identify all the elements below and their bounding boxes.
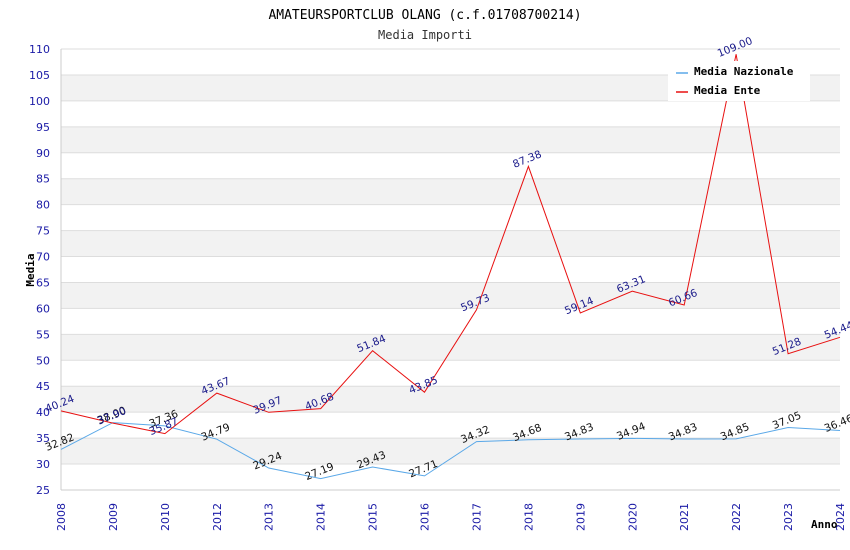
x-tick-label: 2016 bbox=[419, 503, 432, 531]
grid-band bbox=[61, 282, 840, 309]
y-axis-label: Media bbox=[24, 253, 37, 286]
y-tick-label: 50 bbox=[36, 354, 50, 367]
x-tick-labels: 2008 2009 2010 2012 2013 2014 2015 2016 2017 2018… bbox=[55, 503, 847, 531]
legend-label-ente: Media Ente bbox=[694, 84, 761, 97]
x-axis-label: Anno bbox=[811, 518, 838, 531]
x-tick-label: 2013 bbox=[263, 503, 276, 531]
chart-title: AMATEURSPORTCLUB OLANG (c.f.01708700214) bbox=[268, 8, 581, 23]
grid-band bbox=[61, 386, 840, 413]
x-tick-label: 2019 bbox=[574, 503, 587, 531]
series-lines bbox=[60, 54, 841, 480]
x-tick-label: 2009 bbox=[107, 503, 120, 531]
x-tick-label: 2014 bbox=[315, 503, 328, 531]
y-tick-label: 60 bbox=[36, 302, 50, 315]
x-tick-label: 2017 bbox=[470, 503, 483, 531]
y-tick-label: 30 bbox=[36, 458, 50, 471]
grid-band bbox=[61, 334, 840, 361]
x-tick-label: 2024 bbox=[834, 503, 847, 531]
grid-band bbox=[61, 438, 840, 465]
series-line-nazionale bbox=[60, 422, 841, 480]
x-tick-label: 2008 bbox=[55, 503, 68, 531]
y-tick-label: 95 bbox=[36, 121, 50, 134]
y-tick-label: 110 bbox=[29, 43, 50, 56]
y-tick-label: 80 bbox=[36, 199, 50, 212]
chart-subtitle: Media Importi bbox=[378, 28, 472, 42]
grid-band bbox=[61, 230, 840, 257]
y-tick-label: 85 bbox=[36, 173, 50, 186]
legend: Media Nazionale Media Ente bbox=[668, 61, 810, 101]
y-tick-label: 105 bbox=[29, 69, 50, 82]
y-tick-label: 55 bbox=[36, 328, 50, 341]
x-tick-label: 2018 bbox=[522, 503, 535, 531]
y-tick-label: 35 bbox=[36, 432, 50, 445]
legend-box bbox=[668, 61, 810, 101]
y-tick-label: 25 bbox=[36, 484, 50, 497]
y-tick-label: 45 bbox=[36, 380, 50, 393]
x-tick-label: 2012 bbox=[211, 503, 224, 531]
x-tick-label: 2020 bbox=[626, 503, 639, 531]
y-tick-label: 65 bbox=[36, 276, 50, 289]
legend-label-nazionale: Media Nazionale bbox=[694, 65, 794, 78]
x-tick-label: 2023 bbox=[782, 503, 795, 531]
data-label-ente: 109.00 bbox=[716, 35, 755, 60]
x-tick-label: 2010 bbox=[159, 503, 172, 531]
y-tick-label: 70 bbox=[36, 251, 50, 264]
y-tick-label: 100 bbox=[29, 95, 50, 108]
y-tick-labels: 25 30 35 40 45 50 55 60 65 70 75 80 85 90 95 100 105 110 bbox=[29, 43, 50, 497]
x-tick-label: 2021 bbox=[678, 503, 691, 531]
y-tick-label: 75 bbox=[36, 225, 50, 238]
grid-bands bbox=[61, 74, 840, 465]
grid-band bbox=[61, 126, 840, 153]
y-tick-label: 40 bbox=[36, 406, 50, 419]
y-tick-label: 90 bbox=[36, 147, 50, 160]
series-line-ente bbox=[60, 54, 841, 435]
grid-band bbox=[61, 178, 840, 205]
x-tick-label: 2015 bbox=[367, 503, 380, 531]
x-tick-label: 2022 bbox=[730, 503, 743, 531]
data-label-nazionale: 36.46 bbox=[823, 412, 850, 435]
